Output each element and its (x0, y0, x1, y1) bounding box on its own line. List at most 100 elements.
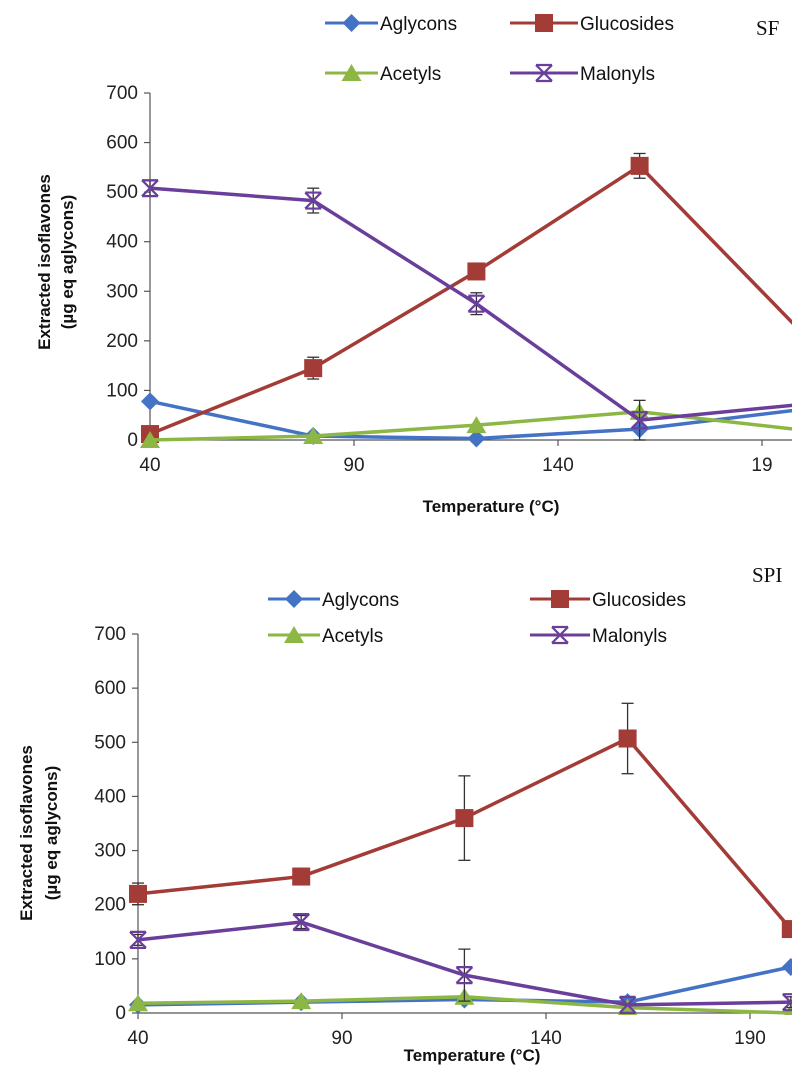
panel-label: SPI (752, 563, 782, 587)
series-acetyls (140, 402, 792, 448)
legend-label-acetyls: Acetyls (380, 64, 441, 85)
y-axis-title-line2: (µg eq aglycons) (58, 195, 77, 329)
chart-sf: SF Temperature (°C) Extracted isoflavone… (35, 14, 792, 516)
y-tick-label: 700 (106, 83, 138, 104)
data-point (466, 416, 487, 434)
legend-marker (341, 64, 362, 81)
data-point (467, 429, 486, 448)
x-tick-label: 90 (343, 455, 364, 476)
data-point (141, 392, 159, 411)
data-point (292, 867, 311, 886)
legend-marker (535, 14, 553, 32)
plot-area (140, 152, 792, 448)
legend-marker-aglycons (285, 590, 303, 608)
legend-marker (535, 63, 553, 83)
legend-marker (285, 590, 303, 608)
y-tick-label: 100 (94, 949, 126, 970)
data-point (129, 930, 147, 950)
plot-area (128, 702, 792, 1015)
legend-marker (551, 590, 569, 608)
legend-label-malonyls: Malonyls (592, 626, 667, 647)
legend-item-malonyls: Malonyls (510, 63, 655, 85)
legend-marker-glucosides (551, 590, 569, 608)
legend-label-glucosides: Glucosides (592, 590, 686, 611)
legend-item-acetyls: Acetyls (268, 626, 383, 647)
data-point (618, 729, 637, 748)
series-malonyls (141, 179, 792, 441)
legend-marker (551, 625, 569, 645)
legend-marker-acetyls (341, 64, 362, 81)
y-tick-label: 200 (94, 895, 126, 916)
data-point (455, 809, 474, 828)
data-point (291, 992, 312, 1010)
legend-item-malonyls: Malonyls (530, 625, 667, 647)
legend-label-acetyls: Acetyls (322, 626, 383, 647)
data-point (630, 156, 649, 175)
x-tick-label: 90 (331, 1028, 352, 1049)
y-tick-label: 200 (106, 331, 138, 352)
legend-label-aglycons: Aglycons (380, 14, 457, 35)
y-tick-label: 600 (94, 678, 126, 699)
y-tick-label: 500 (94, 732, 126, 753)
data-point (303, 427, 324, 445)
data-point (467, 294, 486, 313)
x-tick-label: 140 (542, 455, 574, 476)
y-tick-label: 0 (115, 1003, 126, 1024)
legend-item-glucosides: Glucosides (530, 590, 686, 611)
series-malonyls (129, 912, 792, 1014)
legend-item-glucosides: Glucosides (510, 14, 674, 35)
x-axis-title: Temperature (°C) (423, 497, 560, 516)
legend-marker-aglycons (342, 14, 361, 32)
data-point (781, 920, 792, 939)
legend: Aglycons Glucosides Acetyls Malonyls (268, 590, 686, 647)
data-point (304, 359, 323, 378)
legend: Aglycons Glucosides Acetyls Malonyls (325, 14, 674, 85)
legend-marker-malonyls (535, 63, 553, 83)
data-point (129, 884, 147, 903)
series-glucosides (129, 702, 792, 939)
x-tick-label: 40 (127, 1028, 148, 1049)
data-point (781, 957, 792, 976)
legend-item-acetyls: Acetyls (325, 64, 441, 85)
legend-item-aglycons: Aglycons (268, 590, 399, 611)
y-tick-label: 600 (106, 133, 138, 154)
data-point (618, 995, 637, 1014)
legend-marker (342, 14, 361, 32)
data-point (467, 262, 486, 281)
y-tick-label: 700 (94, 624, 126, 645)
y-axis-title-line2: (µg eq aglycons) (42, 766, 61, 900)
y-axis-title-line1: Extracted isoflavones (17, 745, 36, 921)
legend-marker-glucosides (535, 14, 553, 32)
data-point (141, 179, 159, 198)
legend-marker-malonyls (551, 625, 569, 645)
y-tick-label: 500 (106, 182, 138, 203)
y-tick-label: 0 (127, 430, 138, 451)
data-point (140, 431, 160, 448)
x-tick-label: 190 (734, 1028, 766, 1049)
chart-spi: SPI Temperature (°C) Extracted isoflavon… (17, 563, 792, 1065)
data-point (292, 912, 310, 932)
legend-item-aglycons: Aglycons (325, 14, 457, 35)
data-point (630, 411, 649, 430)
data-point (304, 191, 322, 210)
legend-label-malonyls: Malonyls (580, 64, 655, 85)
legend-label-glucosides: Glucosides (580, 14, 674, 35)
y-tick-label: 100 (106, 380, 138, 401)
panel-label: SF (756, 16, 779, 40)
data-point (128, 994, 148, 1012)
legend-label-aglycons: Aglycons (322, 590, 399, 611)
y-tick-label: 300 (106, 281, 138, 302)
x-tick-label: 19 (751, 455, 772, 476)
x-tick-label: 140 (530, 1028, 562, 1049)
data-point (455, 966, 474, 985)
y-tick-label: 400 (94, 786, 126, 807)
legend-marker-acetyls (284, 626, 304, 643)
y-axis-title-line1: Extracted isoflavones (35, 174, 54, 350)
legend-marker (284, 626, 304, 643)
y-tick-label: 300 (94, 841, 126, 862)
y-tick-label: 400 (106, 232, 138, 253)
x-axis-title: Temperature (°C) (404, 1046, 541, 1065)
data-point (782, 993, 792, 1012)
x-tick-label: 40 (139, 455, 160, 476)
